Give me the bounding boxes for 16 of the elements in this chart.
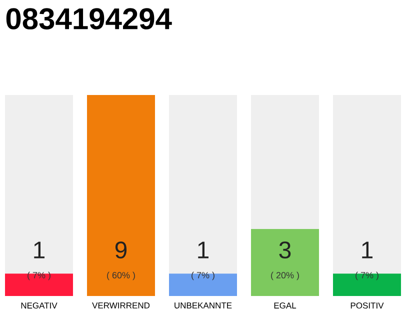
data-label: 3 [279, 241, 291, 258]
annotation: ( 20% ) [271, 272, 299, 280]
data-label: 1 [34, 242, 44, 258]
data-label: 9 [115, 241, 127, 258]
x-tick-label: NEGATIV [21, 302, 58, 309]
annotation: ( 7% ) [28, 272, 50, 280]
x-tick-label: VERWIRREND [92, 302, 150, 308]
x-tick-label: UNBEKANNTE [174, 302, 232, 308]
x-tick-label: POSITIV [350, 302, 384, 309]
data-label: 1 [362, 242, 372, 258]
annotation: ( 7% ) [356, 272, 378, 280]
annotation: ( 7% ) [192, 272, 214, 280]
x-tick-label: EGAL [274, 302, 296, 309]
data-label: 1 [198, 242, 208, 258]
annotation: ( 60% ) [107, 272, 135, 280]
chart-title: 0834194294 [6, 8, 172, 30]
